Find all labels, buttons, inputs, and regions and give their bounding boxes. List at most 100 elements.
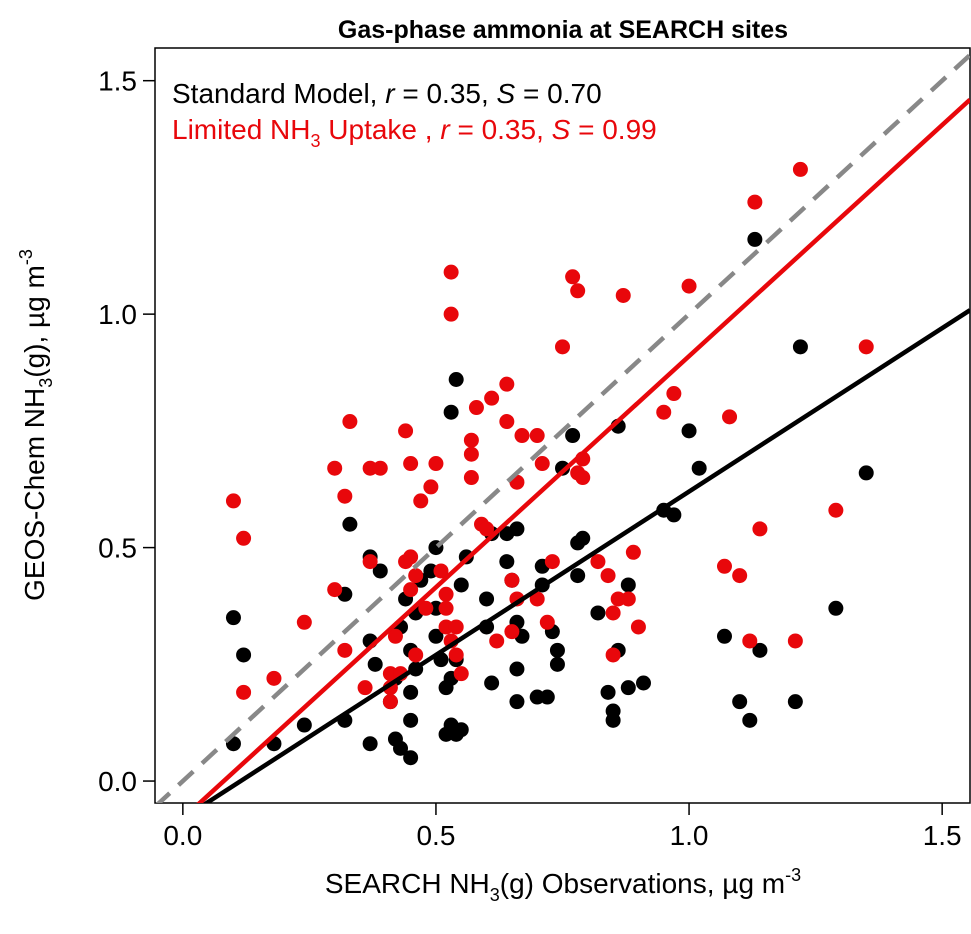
point: [620, 577, 636, 593]
point: [605, 647, 621, 663]
text-part: = 0.99: [570, 114, 656, 145]
y-tick-label: 0.0: [98, 766, 137, 797]
text-part: = 0.35,: [450, 114, 552, 145]
point: [742, 712, 758, 728]
point: [236, 647, 252, 663]
text-part: Uptake ,: [321, 114, 441, 145]
fit-lines: [155, 53, 970, 803]
y-tick-label: 0.5: [98, 533, 137, 564]
point: [600, 568, 616, 584]
point: [484, 675, 500, 691]
point: [499, 376, 515, 392]
point: [590, 554, 606, 570]
point: [509, 694, 525, 710]
point: [433, 563, 449, 579]
text-part: GEOS-Chem NH: [19, 388, 50, 601]
point: [453, 722, 469, 738]
legend-entry: Standard Model, r = 0.35, S = 0.70: [172, 78, 602, 109]
point: [296, 614, 312, 630]
point: [236, 684, 252, 700]
point: [448, 619, 464, 635]
point: [828, 600, 844, 616]
point: [666, 507, 682, 523]
point: [403, 684, 419, 700]
point: [529, 428, 545, 444]
point: [605, 703, 621, 719]
point: [539, 689, 555, 705]
point: [747, 231, 763, 247]
point: [428, 628, 444, 644]
fit-line: [202, 308, 970, 803]
point: [605, 605, 621, 621]
text-part: r: [440, 114, 451, 145]
point: [403, 549, 419, 565]
point: [438, 600, 454, 616]
point: [600, 684, 616, 700]
point: [479, 521, 495, 537]
x-axis-label: SEARCH NH3(g) Observations, µg m-3: [325, 865, 801, 905]
text-part: (g) Observations, µg m: [500, 868, 785, 899]
point: [443, 264, 459, 280]
point: [570, 283, 586, 299]
text-part: r: [385, 78, 396, 109]
point: [575, 530, 591, 546]
point: [858, 339, 874, 355]
point: [367, 656, 383, 672]
point: [590, 605, 606, 621]
point: [382, 694, 398, 710]
point: [443, 306, 459, 322]
x-tick-label: 1.5: [923, 820, 962, 851]
point: [296, 717, 312, 733]
point: [549, 656, 565, 672]
point: [453, 577, 469, 593]
text-part: S: [497, 78, 516, 109]
point: [327, 582, 343, 598]
text-part: Limited NH: [172, 114, 310, 145]
point: [327, 460, 343, 476]
text-part: (g), µg m: [19, 265, 50, 378]
chart-title: Gas-phase ammonia at SEARCH sites: [338, 16, 788, 44]
point: [428, 456, 444, 472]
point: [499, 554, 515, 570]
point: [504, 572, 520, 588]
point: [357, 680, 373, 696]
point: [555, 460, 570, 476]
reference-line: [155, 53, 970, 803]
point: [514, 428, 530, 444]
x-tick-label: 1.0: [670, 820, 709, 851]
point: [413, 493, 429, 509]
point: [534, 456, 550, 472]
text-part: Standard Model,: [172, 78, 385, 109]
y-tick-label: 1.5: [98, 66, 137, 97]
point: [716, 558, 732, 574]
point: [403, 456, 419, 472]
point: [387, 628, 403, 644]
point: [666, 386, 682, 402]
point: [443, 404, 459, 420]
point: [752, 521, 768, 537]
point: [403, 582, 419, 598]
point: [732, 694, 748, 710]
point: [484, 390, 500, 406]
point: [747, 194, 763, 210]
point: [362, 554, 378, 570]
point: [565, 428, 581, 444]
point: [742, 633, 758, 649]
point: [792, 161, 808, 177]
x-tick-label: 0.0: [163, 820, 202, 851]
point: [337, 488, 353, 504]
point: [620, 680, 636, 696]
y-tick-label: 1.0: [98, 299, 137, 330]
point: [504, 624, 520, 640]
text-part: -3: [785, 865, 801, 885]
point: [722, 409, 738, 425]
point: [225, 610, 241, 626]
point: [549, 642, 565, 658]
point: [418, 600, 434, 616]
point: [393, 740, 409, 756]
point: [858, 465, 874, 481]
point: [463, 446, 479, 462]
point: [509, 521, 525, 537]
point: [463, 432, 479, 448]
